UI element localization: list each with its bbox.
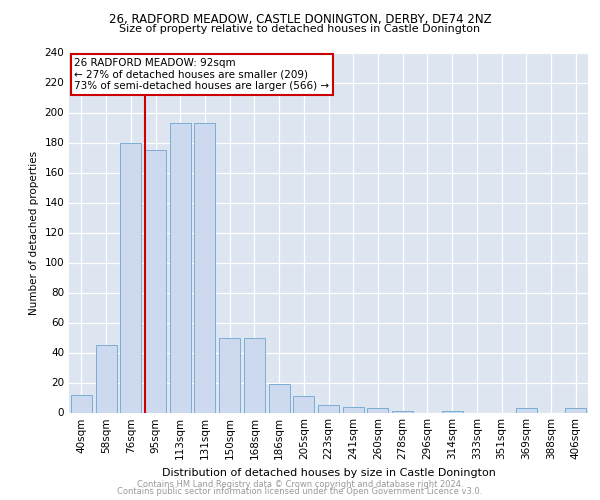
Text: Contains HM Land Registry data © Crown copyright and database right 2024.: Contains HM Land Registry data © Crown c… bbox=[137, 480, 463, 489]
Text: Size of property relative to detached houses in Castle Donington: Size of property relative to detached ho… bbox=[119, 24, 481, 34]
Bar bbox=[269, 384, 290, 412]
Bar bbox=[244, 338, 265, 412]
Bar bbox=[442, 411, 463, 412]
Bar bbox=[516, 408, 537, 412]
X-axis label: Distribution of detached houses by size in Castle Donington: Distribution of detached houses by size … bbox=[161, 468, 496, 478]
Bar bbox=[392, 411, 413, 412]
Bar bbox=[95, 345, 116, 412]
Y-axis label: Number of detached properties: Number of detached properties bbox=[29, 150, 39, 314]
Bar bbox=[71, 394, 92, 412]
Text: Contains public sector information licensed under the Open Government Licence v3: Contains public sector information licen… bbox=[118, 487, 482, 496]
Bar bbox=[120, 142, 141, 412]
Bar bbox=[293, 396, 314, 412]
Bar bbox=[318, 405, 339, 412]
Bar bbox=[170, 123, 191, 412]
Bar bbox=[367, 408, 388, 412]
Text: 26, RADFORD MEADOW, CASTLE DONINGTON, DERBY, DE74 2NZ: 26, RADFORD MEADOW, CASTLE DONINGTON, DE… bbox=[109, 12, 491, 26]
Text: 26 RADFORD MEADOW: 92sqm
← 27% of detached houses are smaller (209)
73% of semi-: 26 RADFORD MEADOW: 92sqm ← 27% of detach… bbox=[74, 58, 329, 91]
Bar bbox=[194, 123, 215, 412]
Bar bbox=[219, 338, 240, 412]
Bar bbox=[343, 406, 364, 412]
Bar bbox=[565, 408, 586, 412]
Bar bbox=[145, 150, 166, 412]
